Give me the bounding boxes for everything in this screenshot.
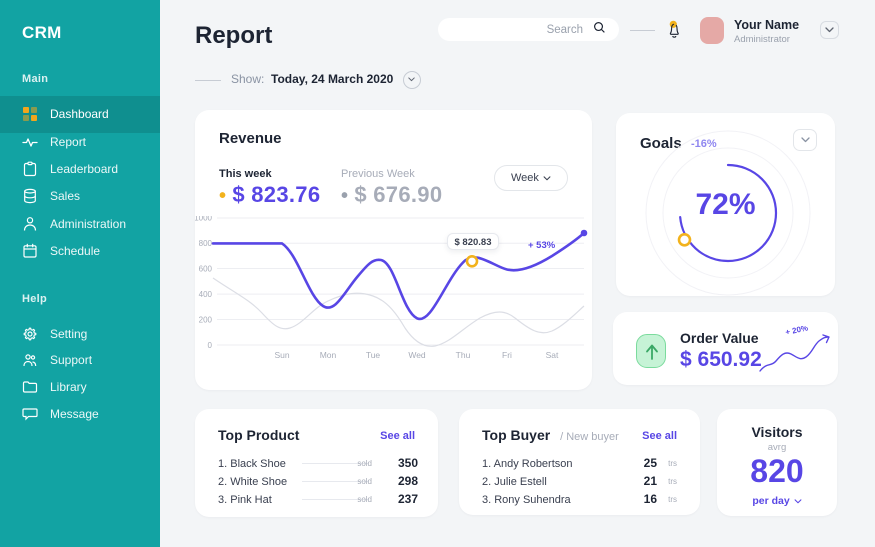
svg-text:Fri: Fri: [502, 350, 512, 360]
svg-text:800: 800: [199, 239, 213, 248]
svg-text:1000: 1000: [195, 216, 213, 223]
svg-text:200: 200: [199, 316, 213, 325]
svg-text:Sat: Sat: [546, 350, 559, 360]
svg-text:Wed: Wed: [408, 350, 426, 360]
svg-text:0: 0: [208, 341, 213, 350]
svg-text:Sun: Sun: [274, 350, 289, 360]
svg-text:Mon: Mon: [320, 350, 337, 360]
svg-text:400: 400: [199, 290, 213, 299]
svg-text:Thu: Thu: [456, 350, 471, 360]
svg-text:600: 600: [199, 265, 213, 274]
svg-text:+ 20%: + 20%: [785, 326, 809, 337]
svg-text:Tue: Tue: [366, 350, 381, 360]
